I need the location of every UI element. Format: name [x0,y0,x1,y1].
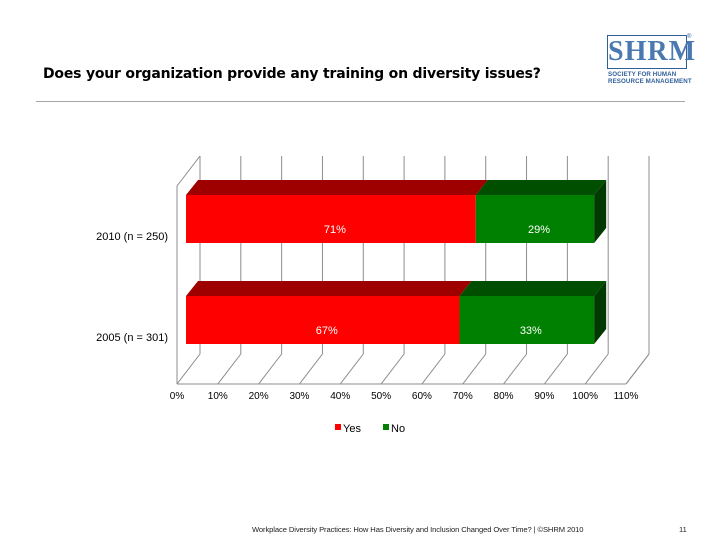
floor-gridline [543,353,568,385]
bar-top-face [186,180,488,195]
title-divider [36,101,685,102]
wall-top-edge [176,155,201,187]
x-tick-label: 80% [494,391,514,402]
bar-side-face [594,180,607,243]
x-tick-label: 70% [453,391,473,402]
data-label: 67% [316,325,338,337]
data-label: 71% [324,224,346,236]
logo-registered-mark: ® [687,34,692,40]
slide-title: Does your organization provide any train… [43,66,541,82]
legend-swatch-yes [335,424,341,430]
legend-swatch-no [383,424,389,430]
floor-gridline [299,353,323,385]
legend-label-no: No [391,423,405,435]
x-tick-label: 90% [534,391,554,402]
bar-yes-0 [186,195,476,243]
floor-gridline [176,353,201,385]
x-tick-label: 110% [614,391,639,402]
data-label: 33% [520,325,542,337]
bar-yes-1 [186,296,460,344]
shrm-logo: SHRM ® SOCIETY FOR HUMAN RESOURCE MANAGE… [605,33,696,89]
floor-gridline [258,353,283,385]
x-tick-label: 60% [412,391,432,402]
page-number: 11 [679,525,687,534]
x-tick-label: 0% [170,391,185,402]
bar-top-face [475,180,607,195]
floor-gridline [462,353,487,385]
x-tick-label: 20% [249,391,269,402]
bar-top-face [186,281,472,296]
floor-gridline [339,353,364,385]
floor-gridline [380,353,405,385]
x-tick-label: 10% [208,391,228,402]
bar-side-face [594,281,607,344]
logo-line-2: RESOURCE MANAGEMENT [608,78,692,85]
floor-right-edge [625,353,650,385]
category-label: 2010 (n = 250) [96,231,168,243]
data-label: 29% [528,224,550,236]
bars-layer [186,180,607,344]
floor-gridline [584,353,609,385]
labels-layer: 0% 10% 20% 30% 40% 50% 60% 70% 80% 90% 100% 110% 71%… [96,224,638,402]
bar-top-face [459,281,607,296]
bar-no-0 [475,195,595,243]
category-label: 2005 (n = 301) [96,332,168,344]
x-tick-label: 50% [371,391,391,402]
logo-letters: SHRM [608,36,696,67]
logo-box: SHRM [607,35,696,69]
x-tick-label: 30% [289,391,309,402]
x-tick-label: 40% [330,391,350,402]
logo-line-1: SOCIETY FOR HUMAN [608,71,677,78]
bar-no-1 [459,296,595,344]
x-tick-label: 100% [572,391,598,402]
floor-gridline [503,353,527,385]
legend: Yes No [335,423,405,435]
footer-text: Workplace Diversity Practices: How Has D… [252,525,584,534]
floor-gridline [217,353,242,385]
legend-label-yes: Yes [343,423,361,435]
floor-gridline [421,353,446,385]
